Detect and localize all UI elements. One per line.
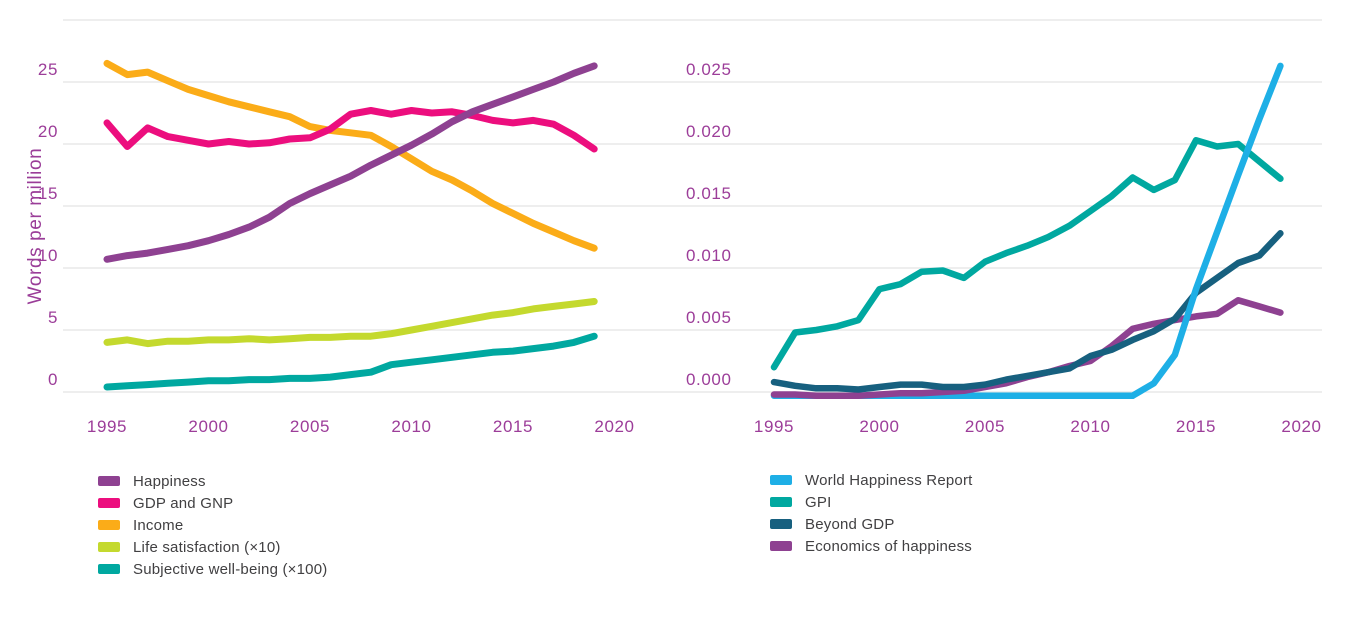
x-tick-label-right: 2020	[1281, 417, 1322, 436]
x-tick-label-left: 2000	[188, 417, 229, 436]
x-tick-label-right: 1995	[753, 417, 795, 436]
legend-swatch-gdp-and-gnp	[98, 498, 120, 508]
line-gpi	[770, 137, 1284, 371]
legend-swatch-world-happiness-report	[770, 475, 792, 485]
legend-swatch-economics-of-happiness	[770, 541, 792, 551]
x-tick-label-right: 2015	[1175, 417, 1217, 436]
x-tick-label-left: 2010	[391, 417, 432, 436]
legend-item-world-happiness-report: World Happiness Report	[770, 469, 973, 491]
y-tick-label-left: 25	[37, 59, 58, 79]
x-tick-label-left: 1995	[86, 417, 128, 436]
legend-swatch-gpi	[770, 497, 792, 507]
legend-item-income: Income	[98, 514, 327, 536]
line-happiness	[103, 62, 598, 263]
legend-item-happiness: Happiness	[98, 470, 327, 492]
y-tick-label-left: 15	[37, 183, 58, 203]
y-tick-label-left: 0	[47, 369, 58, 389]
legend-swatch-beyond-gdp	[770, 519, 792, 529]
legend-label: Beyond GDP	[805, 515, 895, 533]
x-tick-label-right: 2005	[964, 417, 1006, 436]
y-tick-label-right: 0.015	[686, 183, 732, 203]
line-world-happiness-report	[1129, 62, 1284, 399]
legend-swatch-income	[98, 520, 120, 530]
x-tick-label-right: 2000	[859, 417, 900, 436]
legend-swatch-subjective-well-being-100	[98, 564, 120, 574]
legend-label: Income	[133, 516, 184, 534]
y-tick-label-right: 0.005	[686, 307, 732, 327]
legend-label: World Happiness Report	[805, 471, 973, 489]
y-tick-label-left: 10	[37, 245, 58, 265]
x-tick-label-left: 2005	[289, 417, 331, 436]
legend-label: Happiness	[133, 472, 206, 490]
legend-right: World Happiness Report GPI Beyond GDP Econo…	[770, 469, 973, 557]
y-tick-label-left: 20	[37, 121, 58, 141]
legend-item-life-satisfaction-10: Life satisfaction (×10)	[98, 536, 327, 558]
legend-item-beyond-gdp: Beyond GDP	[770, 513, 973, 535]
x-tick-label-left: 2020	[594, 417, 635, 436]
legend-item-gpi: GPI	[770, 491, 973, 513]
legend-item-gdp-and-gnp: GDP and GNP	[98, 492, 327, 514]
legend-label: GPI	[805, 493, 832, 511]
legend-label: Economics of happiness	[805, 537, 972, 555]
line-gdp-and-gnp	[103, 107, 598, 153]
line-life-satisfaction-10	[103, 298, 598, 348]
legend-item-subjective-well-being-100: Subjective well-being (×100)	[98, 558, 327, 580]
legend-item-economics-of-happiness: Economics of happiness	[770, 535, 973, 557]
line-income	[103, 59, 598, 252]
y-axis-title: Words per million	[25, 147, 46, 305]
y-tick-label-right: 0.020	[686, 121, 732, 141]
x-tick-label-right: 2010	[1070, 417, 1111, 436]
line-beyond-gdp	[770, 230, 1284, 393]
y-tick-label-right: 0.025	[686, 59, 732, 79]
legend-swatch-happiness	[98, 476, 120, 486]
legend-left: Happiness GDP and GNP Income Life satisfact…	[98, 470, 327, 580]
line-subjective-well-being-100	[103, 332, 598, 391]
y-tick-label-left: 5	[47, 307, 58, 327]
legend-label: Life satisfaction (×10)	[133, 538, 281, 556]
x-tick-label-left: 2015	[492, 417, 534, 436]
legend-label: Subjective well-being (×100)	[133, 560, 328, 578]
legend-swatch-life-satisfaction-10	[98, 542, 120, 552]
y-tick-label-right: 0.010	[686, 245, 732, 265]
y-tick-label-right: 0.000	[686, 369, 732, 389]
legend-label: GDP and GNP	[133, 494, 234, 512]
line-economics-of-happiness	[770, 296, 1284, 399]
